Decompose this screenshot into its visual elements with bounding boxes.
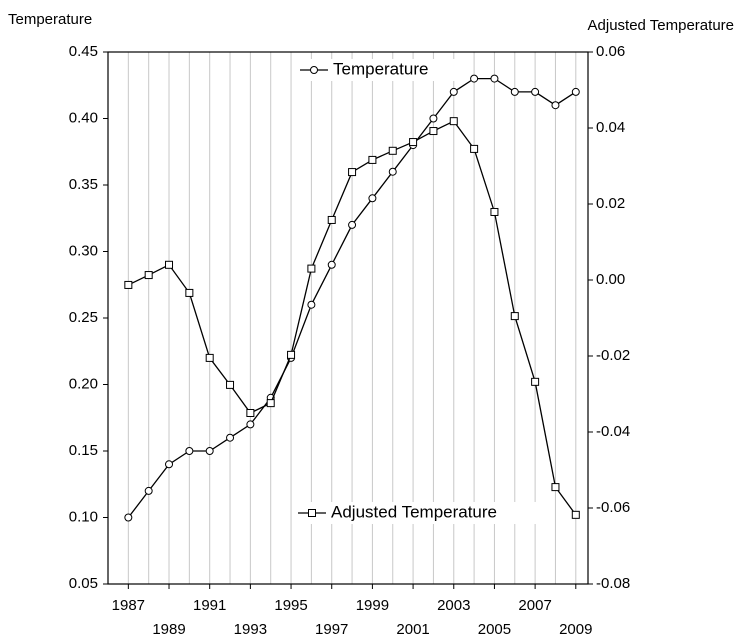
- legend-label: Temperature: [333, 59, 428, 78]
- data-point: [266, 399, 275, 408]
- data-point: [165, 260, 174, 269]
- y2-tick-label: -0.08: [596, 575, 630, 592]
- legend-label: Adjusted Temperature: [331, 502, 497, 521]
- data-point: [571, 87, 580, 96]
- y-tick-label: 0.25: [69, 309, 98, 326]
- data-point: [551, 101, 560, 110]
- x-tick-label: 2009: [559, 621, 592, 638]
- x-tick-label: 2001: [396, 621, 429, 638]
- legend-marker: [308, 509, 316, 517]
- y2-axis-label: Adjusted Temperature: [588, 17, 734, 34]
- data-point: [490, 207, 499, 216]
- data-point: [327, 260, 336, 269]
- x-tick-label: 1997: [315, 621, 348, 638]
- data-point: [510, 87, 519, 96]
- x-tick-label: 2005: [478, 621, 511, 638]
- legend-bg: [298, 59, 464, 81]
- y2-tick-label: -0.02: [596, 347, 630, 364]
- y2-tick-label: 0.06: [596, 43, 625, 60]
- data-point: [307, 300, 316, 309]
- data-point: [531, 87, 540, 96]
- x-tick-label: 1987: [112, 597, 145, 614]
- y-tick-label: 0.35: [69, 176, 98, 193]
- data-point: [490, 74, 499, 83]
- data-point: [165, 460, 174, 469]
- data-point: [144, 486, 153, 495]
- data-point: [124, 280, 133, 289]
- y-tick-label: 0.05: [69, 575, 98, 592]
- data-point: [205, 447, 214, 455]
- data-point: [571, 510, 580, 519]
- data-point: [409, 138, 418, 147]
- y-axis-label: Temperature: [8, 11, 92, 28]
- y-tick-label: 0.45: [69, 43, 98, 60]
- y-tick-label: 0.10: [69, 508, 98, 525]
- y-tick-label: 0.30: [69, 242, 98, 259]
- data-point: [429, 114, 438, 123]
- y-tick-label: 0.40: [69, 109, 98, 126]
- x-tick-label: 1995: [274, 597, 307, 614]
- data-point: [307, 264, 316, 273]
- y-tick-label: 0.20: [69, 375, 98, 392]
- data-point: [368, 155, 377, 164]
- data-point: [551, 483, 560, 492]
- x-tick-label: 1989: [152, 621, 185, 638]
- x-tick-label: 1999: [356, 597, 389, 614]
- x-tick-label: 2007: [518, 597, 551, 614]
- data-point: [470, 144, 479, 153]
- data-point: [246, 420, 255, 429]
- data-point: [205, 353, 214, 362]
- y2-tick-label: 0.00: [596, 271, 625, 288]
- data-point: [348, 168, 357, 177]
- data-point: [429, 127, 438, 136]
- data-point: [348, 220, 357, 229]
- data-point: [226, 433, 235, 442]
- x-tick-label: 2003: [437, 597, 470, 614]
- data-point: [144, 271, 153, 280]
- data-point: [226, 380, 235, 389]
- data-point: [510, 312, 519, 321]
- data-point: [449, 87, 458, 96]
- y2-tick-label: 0.02: [596, 195, 625, 212]
- y2-tick-label: 0.04: [596, 119, 625, 136]
- data-point: [368, 194, 377, 203]
- y2-tick-label: -0.04: [596, 423, 630, 440]
- data-point: [327, 215, 336, 224]
- data-point: [449, 117, 458, 126]
- data-point: [185, 288, 194, 297]
- y-tick-label: 0.15: [69, 442, 98, 459]
- y2-tick-label: -0.06: [596, 499, 630, 516]
- data-point: [246, 409, 255, 417]
- data-point: [531, 377, 540, 386]
- x-tick-label: 1991: [193, 597, 226, 614]
- legend-marker: [310, 66, 318, 74]
- data-point: [388, 146, 397, 155]
- legend-bg: [296, 502, 554, 524]
- data-point: [388, 167, 397, 176]
- data-point: [470, 74, 479, 83]
- data-point: [124, 513, 133, 522]
- x-tick-label: 1993: [234, 621, 267, 638]
- data-point: [287, 350, 296, 359]
- data-point: [185, 447, 194, 455]
